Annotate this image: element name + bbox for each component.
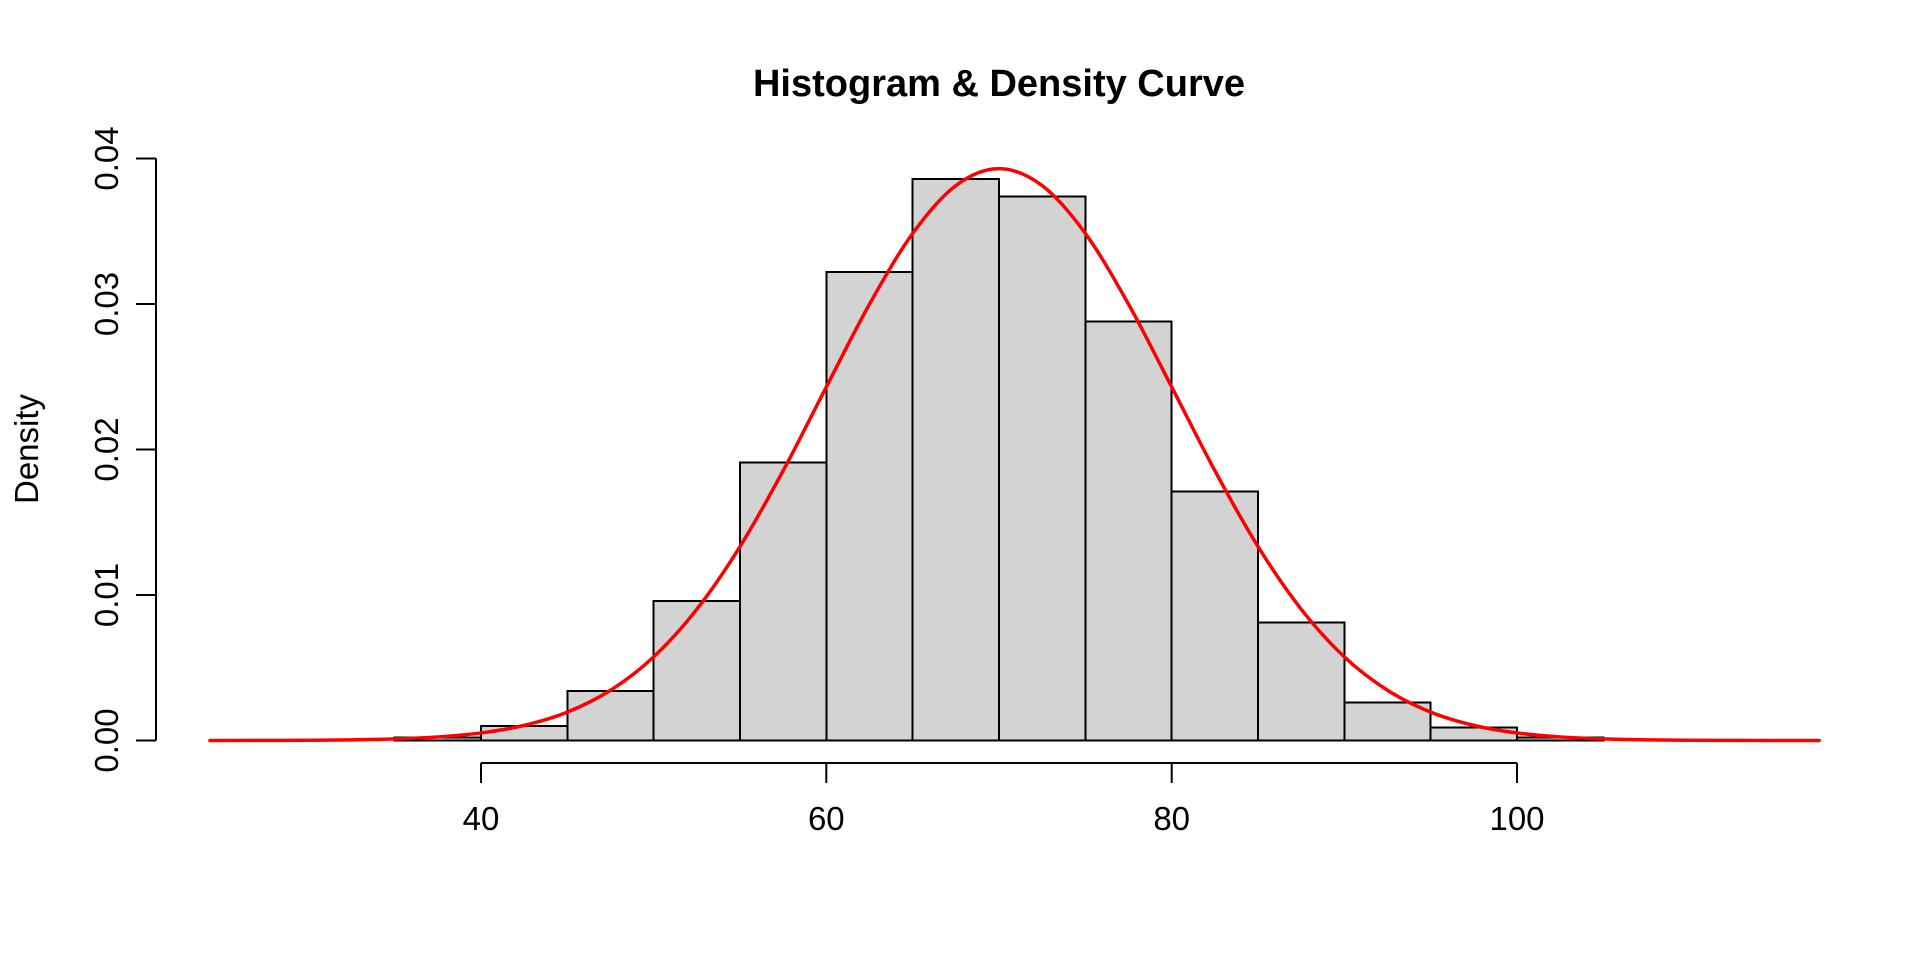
histogram-bar [739, 461, 828, 742]
histogram-bar [1343, 701, 1432, 742]
x-tick-label: 80 [1153, 800, 1190, 837]
x-tick-label: 40 [463, 800, 500, 837]
y-tick-label: 0.03 [88, 272, 125, 336]
chart-title: Histogram & Density Curve [753, 63, 1245, 105]
histogram-bar [1170, 490, 1259, 742]
histogram-bar [911, 177, 1001, 742]
y-tick-label: 0.04 [88, 126, 125, 190]
histogram-bar [566, 690, 655, 742]
histogram-bar [652, 599, 742, 742]
y-axis-label: Density [8, 393, 45, 504]
y-tick-label: 0.02 [88, 417, 125, 481]
histogram-bar [998, 195, 1087, 742]
y-tick-label: 0.00 [88, 708, 125, 772]
histogram-bar [1257, 621, 1346, 742]
histogram-bar [480, 725, 569, 742]
x-tick-label: 100 [1489, 800, 1544, 837]
histogram-bars [393, 177, 1605, 742]
histogram-bar [825, 271, 914, 742]
density-curve [208, 166, 1821, 743]
y-tick-label: 0.01 [88, 563, 125, 627]
histogram-bar [1084, 320, 1173, 742]
y-axis: 0.00 0.01 0.02 0.03 0.04 [88, 126, 157, 773]
x-tick-label: 60 [808, 800, 845, 837]
x-axis: 40 60 80 100 [463, 762, 1545, 837]
